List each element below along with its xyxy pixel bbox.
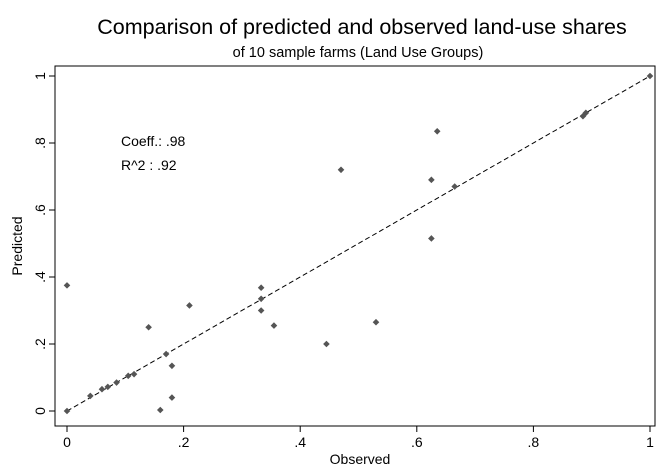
- annotation-coeff: Coeff.: .98: [121, 133, 186, 149]
- y-tick-label: .4: [32, 271, 48, 283]
- y-tick-label: 0: [32, 407, 48, 415]
- y-tick-label: .8: [32, 137, 48, 149]
- y-axis: 0 .2 .4 .6 .8 1: [32, 72, 55, 415]
- y-tick-label: 1: [32, 72, 48, 80]
- x-tick-label: 1: [646, 434, 654, 450]
- chart-subtitle: of 10 sample farms (Land Use Groups): [233, 45, 484, 61]
- x-tick-label: .4: [294, 434, 306, 450]
- x-tick-label: 0: [63, 434, 71, 450]
- y-tick-label: .6: [32, 204, 48, 216]
- x-axis-label: Observed: [330, 451, 391, 467]
- y-axis-label: Predicted: [9, 216, 25, 275]
- y-tick-label: .2: [32, 338, 48, 350]
- x-tick-label: .2: [178, 434, 190, 450]
- annotation-r2: R^2 : .92: [121, 157, 177, 173]
- chart-title: Comparison of predicted and observed lan…: [97, 15, 626, 39]
- x-tick-label: .8: [528, 434, 540, 450]
- x-tick-label: .6: [411, 434, 423, 450]
- x-axis: 0 .2 .4 .6 .8 1: [63, 426, 654, 450]
